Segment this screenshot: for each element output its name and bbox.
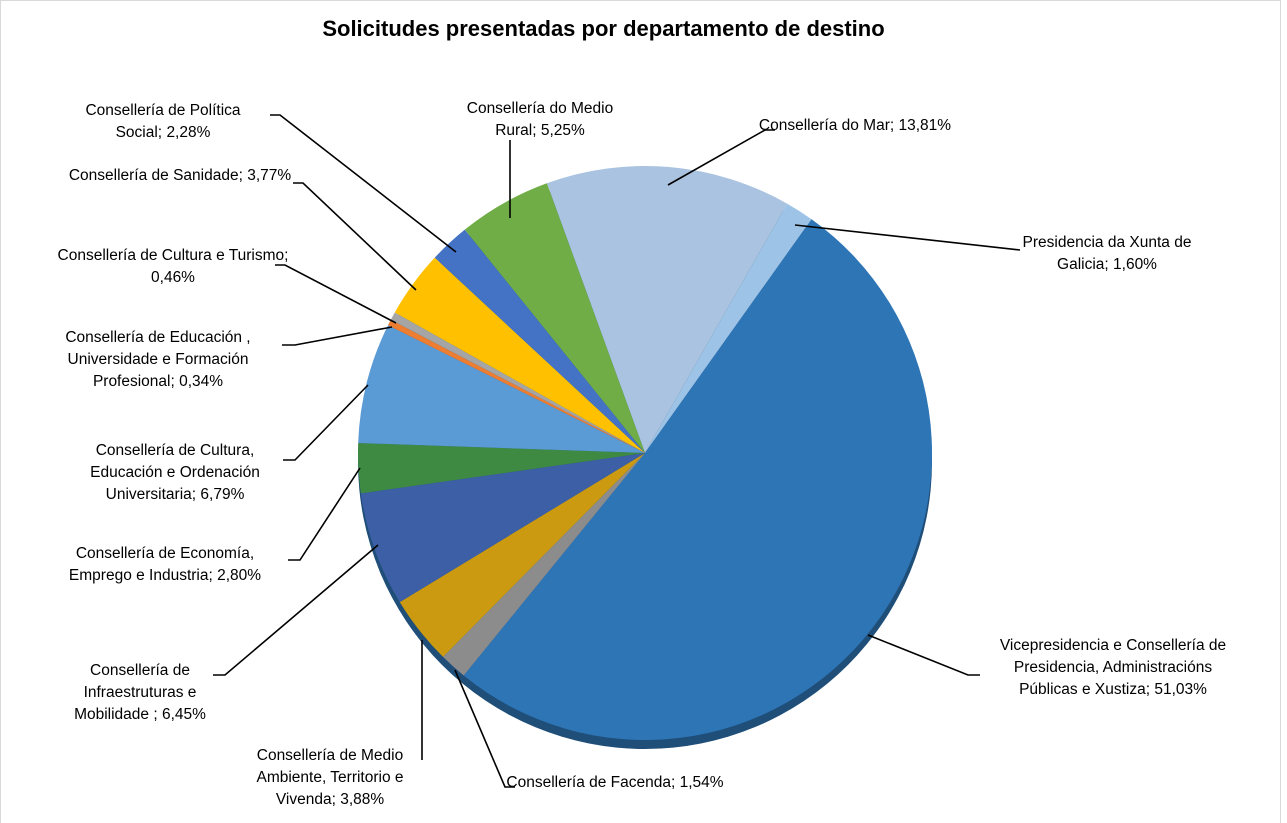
pie-slice bbox=[434, 229, 645, 453]
leader-line bbox=[867, 634, 980, 676]
label-category: Consellería de Educación , Universidade … bbox=[65, 329, 251, 390]
label-category: Consellería de Economía, Emprego e Indus… bbox=[68, 545, 255, 584]
label-value: 5,25% bbox=[540, 122, 585, 139]
data-label: Consellería de Cultura, Educación e Orde… bbox=[60, 440, 290, 506]
chart-title: Solicitudes presentadas por departamento… bbox=[322, 16, 885, 41]
label-value: 2,80% bbox=[217, 567, 262, 584]
label-category: Consellería do Mar; bbox=[758, 117, 895, 134]
leader-line bbox=[288, 467, 361, 561]
leader-line bbox=[454, 669, 515, 788]
pie-slice bbox=[360, 453, 645, 603]
leader-line bbox=[667, 129, 775, 186]
pie-slice bbox=[463, 219, 933, 741]
label-category: Consellería de Cultura e Turismo; bbox=[57, 247, 289, 264]
label-value: 3,88% bbox=[340, 791, 385, 808]
pie bbox=[358, 166, 933, 749]
data-label: Consellería de Sanidade; 3,77% bbox=[60, 165, 300, 187]
pie-slice bbox=[388, 319, 645, 453]
data-label: Consellería do Mar; 13,81% bbox=[755, 115, 955, 137]
label-value: 51,03% bbox=[1154, 681, 1207, 698]
leader-line bbox=[282, 326, 393, 346]
leader-line bbox=[213, 544, 379, 676]
leader-line bbox=[794, 224, 1021, 251]
label-category: Presidencia da Xunta de Galicia; bbox=[1022, 234, 1192, 273]
pie-slice bbox=[546, 166, 788, 453]
label-value: 0,34% bbox=[179, 373, 224, 390]
label-category: Vicepresidencia e Consellería de Preside… bbox=[999, 637, 1227, 698]
data-label: Consellería de Educación , Universidade … bbox=[56, 327, 261, 393]
leader-lines bbox=[213, 114, 1021, 788]
pie-slice bbox=[443, 453, 645, 676]
leader-line bbox=[270, 114, 457, 253]
label-value: 13,81% bbox=[898, 117, 952, 134]
label-category: Consellería de Medio Ambiente, Territori… bbox=[256, 747, 404, 808]
pie-slice bbox=[394, 257, 645, 453]
label-value: 6,79% bbox=[200, 486, 245, 503]
label-value: 3,77% bbox=[247, 167, 292, 184]
pie-slice bbox=[358, 325, 645, 453]
label-category: Consellería de Facenda; bbox=[506, 774, 676, 791]
label-category: Consellería de Sanidade; bbox=[68, 167, 243, 184]
label-value: 0,46% bbox=[151, 269, 195, 286]
pie-slice bbox=[464, 183, 645, 453]
data-label: Consellería de Cultura e Turismo; 0,46% bbox=[53, 245, 293, 289]
data-label: Consellería de Infraestruturas e Mobilid… bbox=[50, 660, 230, 726]
label-category: Consellería do Medio Rural; bbox=[466, 100, 614, 139]
label-category: Consellería de Cultura, Educación e Orde… bbox=[90, 442, 260, 503]
data-label: Consellería de Política Social; 2,28% bbox=[63, 100, 263, 144]
label-category: Consellería de Política Social; bbox=[85, 102, 241, 141]
pie-slice bbox=[645, 203, 812, 453]
label-value: 2,28% bbox=[166, 124, 211, 141]
pie-slice bbox=[399, 453, 645, 657]
label-value: 1,60% bbox=[1113, 256, 1157, 273]
leader-line bbox=[293, 182, 417, 291]
data-label: Consellería de Medio Ambiente, Territori… bbox=[230, 745, 430, 811]
data-label: Presidencia da Xunta de Galicia; 1,60% bbox=[1017, 232, 1197, 276]
label-value: 1,54% bbox=[679, 774, 724, 791]
data-label: Consellería de Facenda; 1,54% bbox=[500, 772, 730, 794]
leader-line bbox=[275, 264, 397, 324]
data-label: Vicepresidencia e Consellería de Preside… bbox=[988, 635, 1238, 701]
data-label: Consellería do Medio Rural; 5,25% bbox=[450, 98, 630, 142]
label-category: Consellería de Infraestruturas e Mobilid… bbox=[74, 662, 197, 723]
label-value: 6,45% bbox=[161, 706, 206, 723]
leader-line bbox=[283, 384, 369, 461]
pie-slice bbox=[390, 312, 645, 453]
pie-slice bbox=[358, 443, 645, 494]
data-label: Consellería de Economía, Emprego e Indus… bbox=[50, 543, 280, 587]
